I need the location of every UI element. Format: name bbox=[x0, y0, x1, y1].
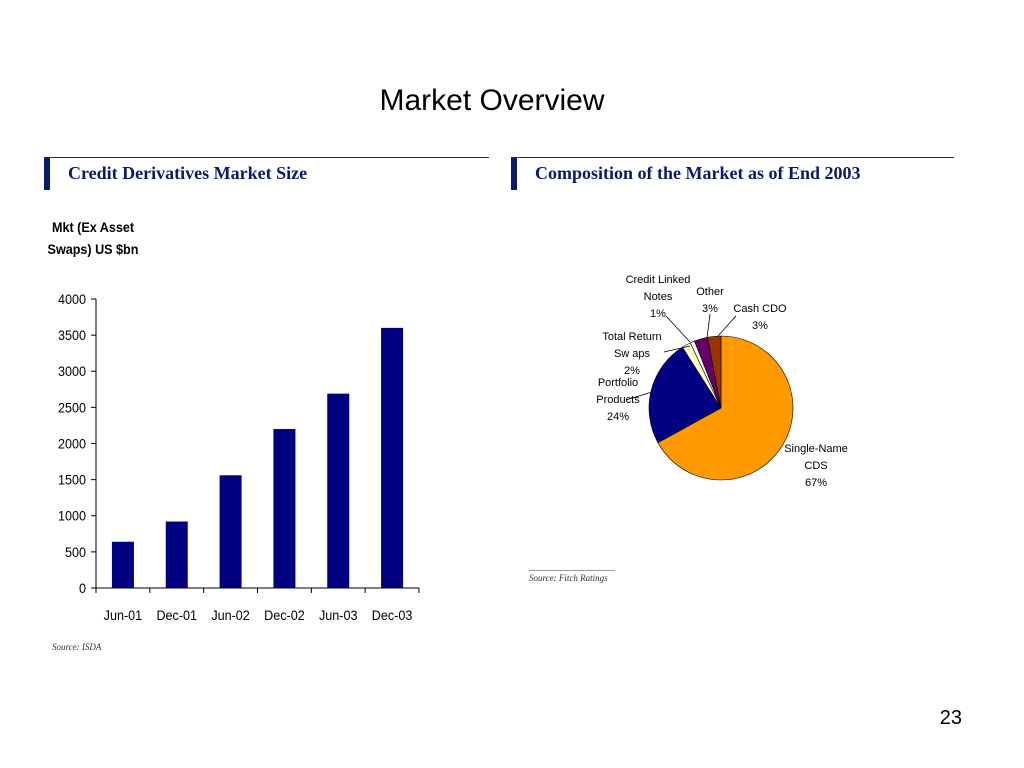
y-tick-label: 0 bbox=[79, 580, 86, 596]
y-tick-label: 2500 bbox=[58, 400, 86, 416]
right-section-title: Composition of the Market as of End 2003 bbox=[535, 163, 861, 183]
pie-label: Single-Name bbox=[784, 443, 848, 455]
x-tick-label: Dec-03 bbox=[372, 607, 413, 623]
pie-chart: Single-Name CDS 67% Portfolio Products 24% Tot… bbox=[596, 274, 848, 489]
x-tick-label: Dec-01 bbox=[156, 607, 197, 623]
x-tick-label: Dec-02 bbox=[264, 607, 305, 623]
pie-label: 1% bbox=[650, 308, 666, 320]
y-axis-label: Swaps) US $bn bbox=[48, 241, 139, 257]
pie-label: Other bbox=[696, 286, 724, 298]
bar bbox=[219, 475, 242, 588]
bar bbox=[327, 393, 350, 588]
pie-slice bbox=[648, 346, 722, 444]
y-tick-label: 1500 bbox=[58, 472, 86, 488]
left-source-note: Source: ISDA bbox=[52, 642, 102, 652]
pie-label: 2% bbox=[624, 365, 640, 377]
leader-line bbox=[717, 315, 737, 337]
y-tick-label: 3000 bbox=[58, 364, 86, 380]
y-axis-label: Mkt (Ex Asset bbox=[52, 219, 135, 235]
pie-slice bbox=[707, 335, 722, 409]
section-marker bbox=[44, 158, 50, 190]
pie-label: 3% bbox=[702, 303, 718, 315]
y-tick-label: 4000 bbox=[58, 291, 86, 307]
left-section-title: Credit Derivatives Market Size bbox=[68, 163, 308, 183]
pie-label: Notes bbox=[644, 291, 673, 303]
bar bbox=[381, 327, 404, 588]
source-rule bbox=[529, 570, 615, 571]
y-tick-label: 3500 bbox=[58, 328, 86, 344]
page-number: 23 bbox=[939, 707, 962, 729]
leader-line bbox=[625, 391, 653, 401]
page-title: Market Overview bbox=[379, 84, 605, 117]
y-tick-label: 2000 bbox=[58, 436, 86, 452]
pie-label: Cash CDO bbox=[733, 303, 787, 315]
leader-line bbox=[663, 345, 691, 353]
right-source-note: Source: Fitch Ratings bbox=[529, 573, 608, 583]
x-tick-label: Jun-02 bbox=[211, 607, 249, 623]
pie-label: Total Return bbox=[602, 331, 661, 343]
bar bbox=[273, 429, 296, 588]
pie-label: 67% bbox=[805, 477, 827, 489]
leader-line bbox=[665, 315, 691, 343]
x-tick-label: Jun-03 bbox=[319, 607, 357, 623]
pie-label: Credit Linked bbox=[626, 274, 691, 286]
pie-label: 24% bbox=[607, 411, 629, 423]
pie-label: CDS bbox=[804, 460, 827, 472]
leader-line bbox=[706, 313, 711, 339]
pie-slice bbox=[657, 335, 794, 481]
bar bbox=[165, 521, 188, 588]
bar bbox=[111, 541, 134, 588]
x-tick-label: Jun-01 bbox=[104, 607, 142, 623]
section-marker bbox=[511, 158, 517, 190]
y-tick-label: 500 bbox=[65, 544, 86, 560]
left-section-header: Credit Derivatives Market Size bbox=[44, 157, 489, 190]
y-tick-label: 1000 bbox=[58, 508, 86, 524]
bar-chart: Mkt (Ex Asset Swaps) US $bn 0 500 1000 1500 20… bbox=[48, 219, 420, 623]
right-section-header: Composition of the Market as of End 2003 bbox=[511, 157, 954, 190]
pie-label: Portfolio bbox=[598, 377, 638, 389]
pie-label: 3% bbox=[752, 320, 768, 332]
pie-label: Products bbox=[596, 394, 640, 406]
pie-label: Sw aps bbox=[614, 348, 651, 360]
